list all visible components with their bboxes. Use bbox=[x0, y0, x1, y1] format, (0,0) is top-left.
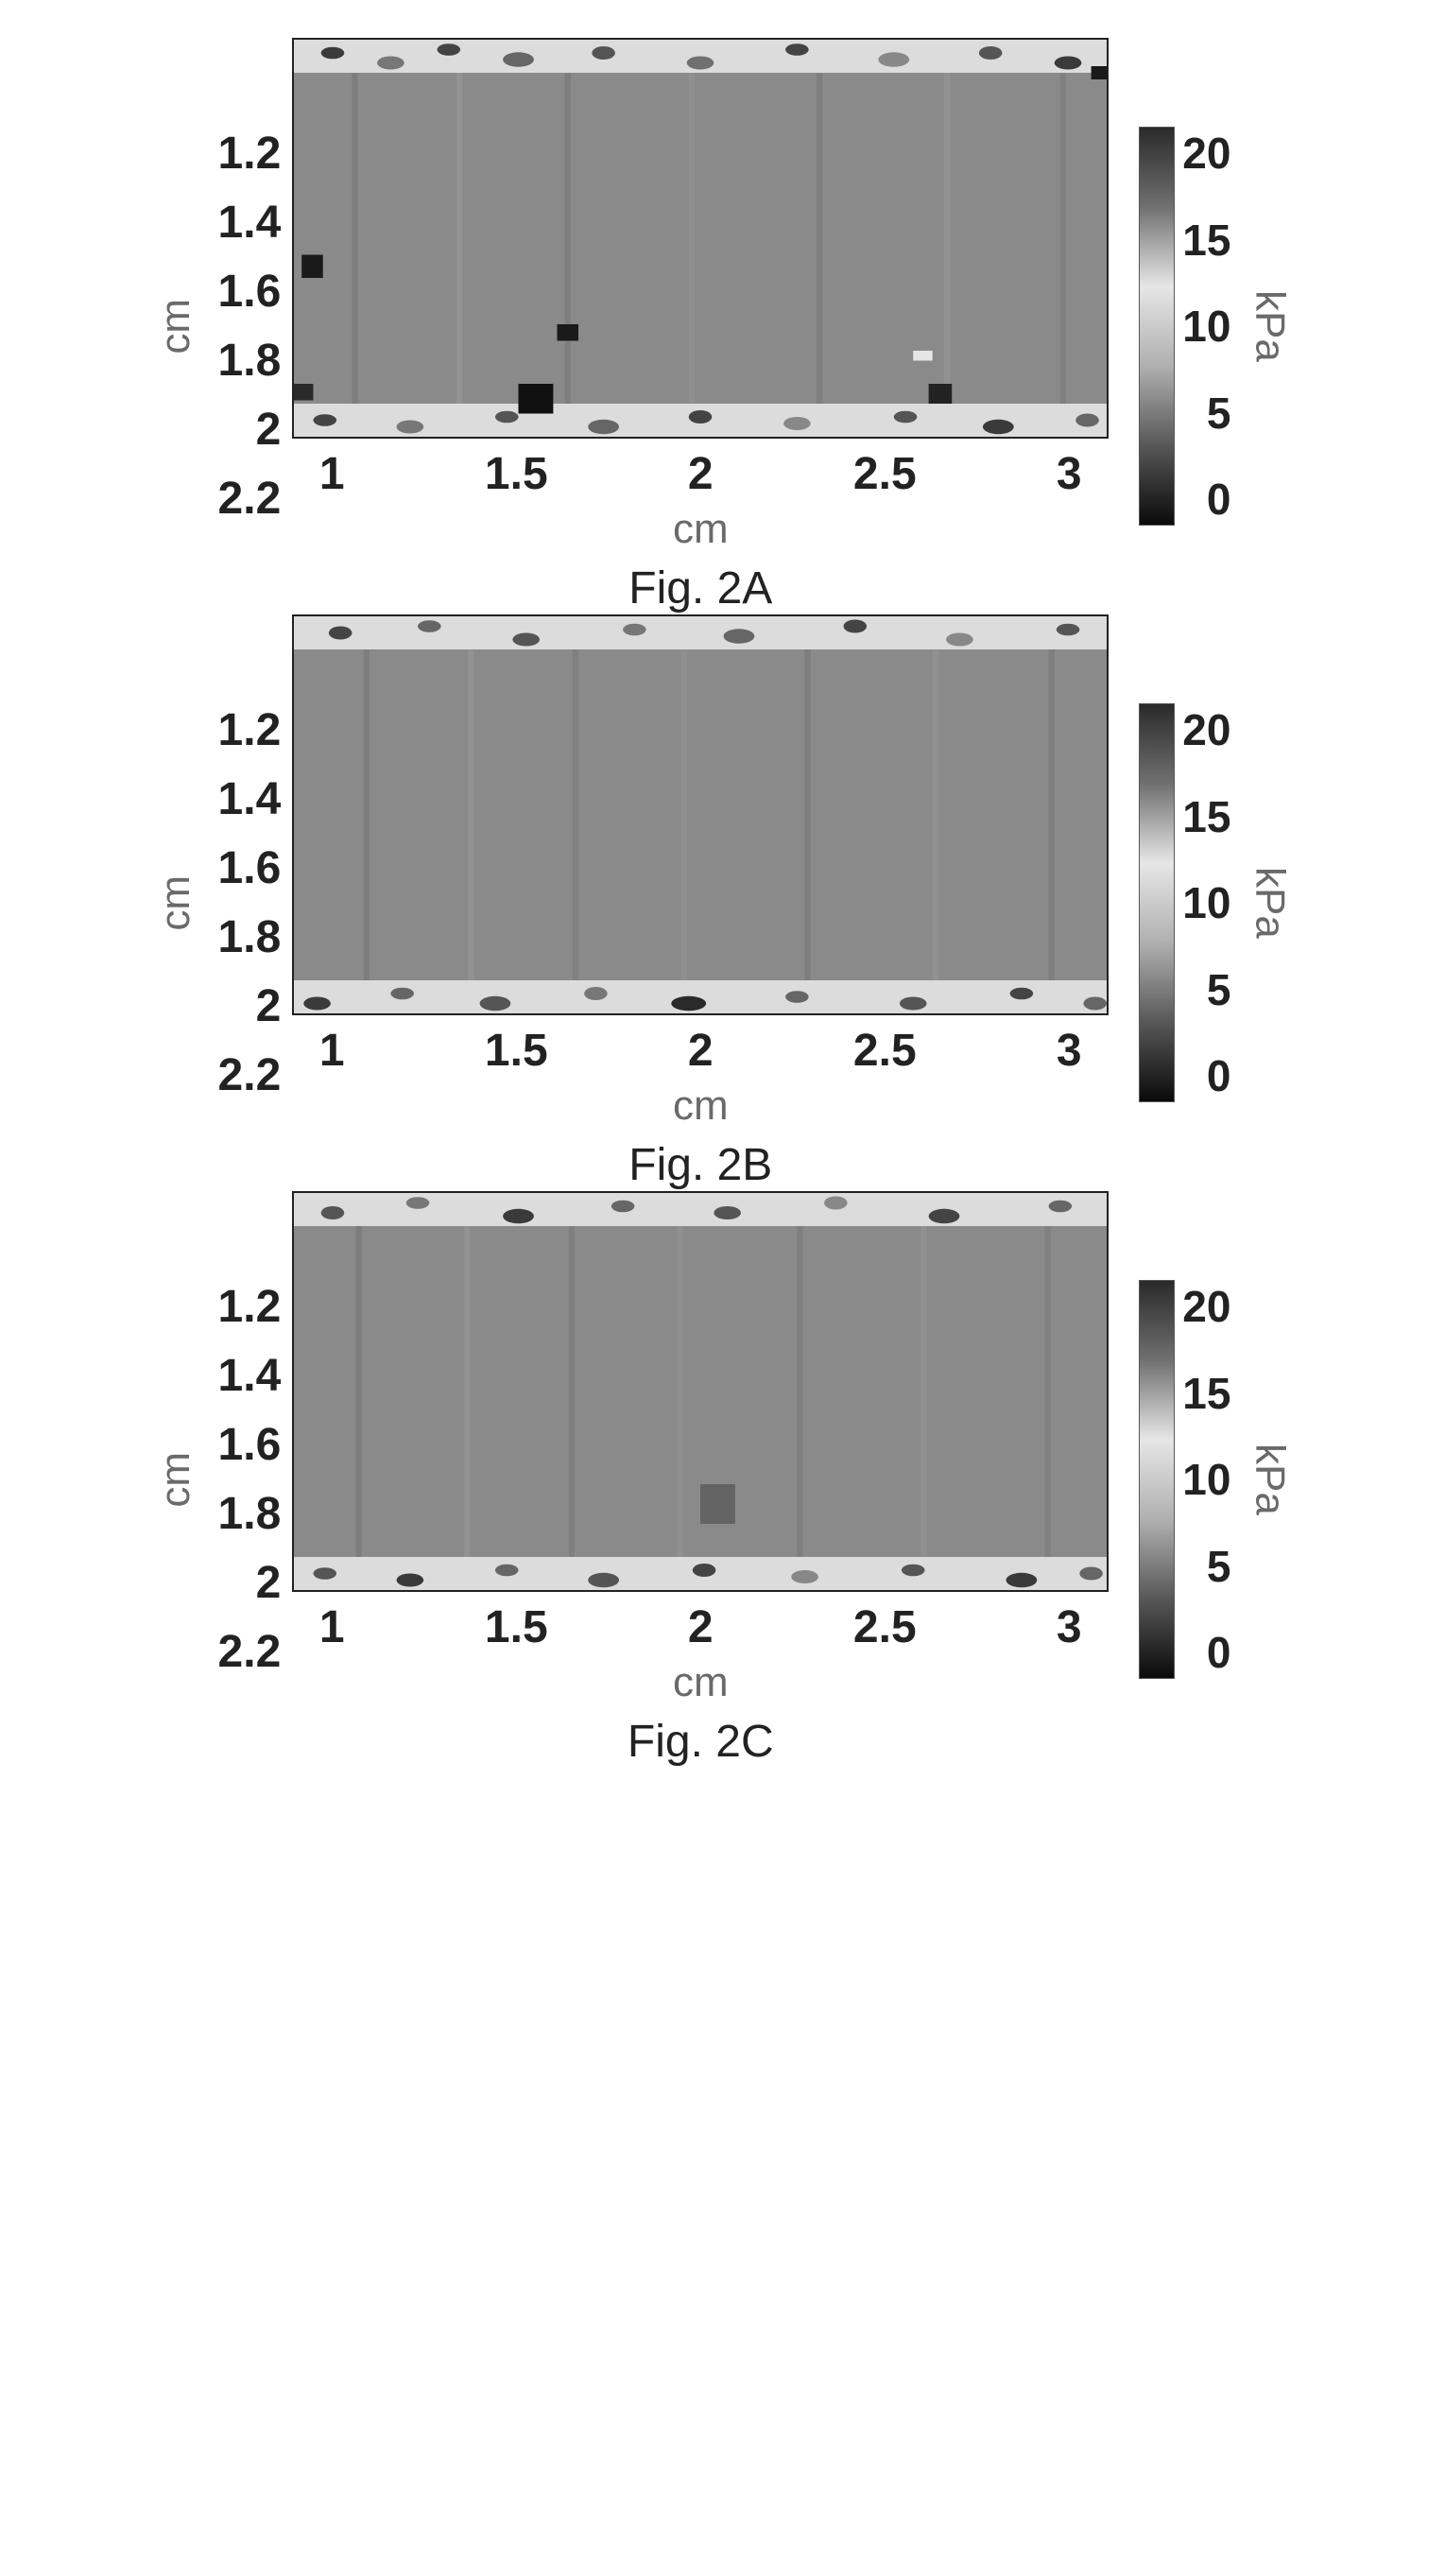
y-tick: 1.4 bbox=[218, 1350, 282, 1402]
colorbar-ticks: 20 15 10 5 0 bbox=[1182, 1281, 1230, 1678]
colorbar-label: kPa bbox=[1246, 1444, 1293, 1515]
x-tick: 3 bbox=[1031, 1025, 1107, 1077]
x-tick: 1 bbox=[294, 1601, 370, 1653]
y-tick: 2 bbox=[256, 980, 282, 1032]
heatmap-svg bbox=[294, 40, 1107, 437]
y-tick: 2.2 bbox=[218, 1049, 282, 1101]
colorbar-tick: 20 bbox=[1182, 704, 1230, 755]
y-tick: 1.4 bbox=[218, 773, 282, 825]
y-tick: 1.2 bbox=[218, 1281, 282, 1333]
x-axis-label: cm bbox=[673, 506, 729, 553]
x-tick: 1 bbox=[294, 448, 370, 500]
x-ticks: 1 1.5 2 2.5 3 bbox=[294, 448, 1107, 500]
x-tick: 1.5 bbox=[478, 448, 554, 500]
x-tick: 1 bbox=[294, 1025, 370, 1077]
colorbar-tick: 20 bbox=[1182, 128, 1230, 179]
y-tick: 2 bbox=[256, 404, 282, 456]
colorbar-tick: 5 bbox=[1207, 1541, 1231, 1592]
x-axis-label: cm bbox=[673, 1082, 729, 1130]
figure-c: cm 1.2 1.4 1.6 1.8 2 2.2 1 1.5 2 2.5 3 cm Fig. 2C… bbox=[152, 1191, 1294, 1768]
y-tick: 1.6 bbox=[218, 1419, 282, 1471]
heatmap-plot bbox=[292, 38, 1109, 439]
colorbar-tick: 10 bbox=[1182, 1454, 1230, 1505]
y-axis-label: cm bbox=[152, 875, 199, 931]
colorbar bbox=[1139, 703, 1175, 1102]
heatmap-svg bbox=[294, 616, 1107, 1013]
colorbar bbox=[1139, 1280, 1175, 1679]
y-axis-label: cm bbox=[152, 1452, 199, 1508]
x-tick: 2 bbox=[662, 448, 738, 500]
x-tick: 1.5 bbox=[478, 1025, 554, 1077]
x-tick: 3 bbox=[1031, 448, 1107, 500]
y-tick: 2.2 bbox=[218, 1626, 282, 1678]
figure-caption: Fig. 2C bbox=[628, 1716, 774, 1768]
x-tick: 3 bbox=[1031, 1601, 1107, 1653]
y-tick: 1.6 bbox=[218, 842, 282, 894]
colorbar-tick: 15 bbox=[1182, 1368, 1230, 1419]
y-ticks: 1.2 1.4 1.6 1.8 2 2.2 bbox=[218, 704, 282, 1101]
colorbar-tick: 0 bbox=[1207, 1627, 1231, 1678]
colorbar-label: kPa bbox=[1246, 290, 1293, 362]
y-tick: 1.8 bbox=[218, 911, 282, 963]
colorbar-ticks: 20 15 10 5 0 bbox=[1182, 704, 1230, 1101]
x-ticks: 1 1.5 2 2.5 3 bbox=[294, 1601, 1107, 1653]
y-ticks: 1.2 1.4 1.6 1.8 2 2.2 bbox=[218, 128, 282, 525]
colorbar-tick: 10 bbox=[1182, 301, 1230, 352]
y-tick: 1.2 bbox=[218, 704, 282, 756]
heatmap-plot bbox=[292, 1191, 1109, 1592]
y-tick: 1.8 bbox=[218, 335, 282, 387]
y-tick: 1.8 bbox=[218, 1488, 282, 1540]
colorbar-tick: 15 bbox=[1182, 791, 1230, 842]
colorbar-ticks: 20 15 10 5 0 bbox=[1182, 128, 1230, 525]
colorbar-tick: 5 bbox=[1207, 388, 1231, 439]
colorbar-tick: 20 bbox=[1182, 1281, 1230, 1332]
figure-b: cm 1.2 1.4 1.6 1.8 2 2.2 1 1.5 2 2.5 3 cm Fig. 2B… bbox=[152, 614, 1294, 1191]
colorbar-tick: 15 bbox=[1182, 215, 1230, 266]
heatmap-svg bbox=[294, 1193, 1107, 1590]
y-tick: 2 bbox=[256, 1557, 282, 1609]
x-tick: 1.5 bbox=[478, 1601, 554, 1653]
y-tick: 1.4 bbox=[218, 197, 282, 249]
figure-a: cm 1.2 1.4 1.6 1.8 2 2.2 1 1.5 2 2.5 3 cm Fig. 2A… bbox=[152, 38, 1294, 614]
y-axis-label: cm bbox=[152, 299, 199, 354]
y-tick: 1.6 bbox=[218, 266, 282, 318]
x-tick: 2 bbox=[662, 1601, 738, 1653]
figure-caption: Fig. 2A bbox=[628, 562, 772, 614]
x-axis-label: cm bbox=[673, 1659, 729, 1706]
colorbar-tick: 0 bbox=[1207, 1050, 1231, 1101]
x-tick: 2 bbox=[662, 1025, 738, 1077]
y-tick: 2.2 bbox=[218, 473, 282, 525]
y-tick: 1.2 bbox=[218, 128, 282, 180]
x-tick: 2.5 bbox=[847, 1601, 922, 1653]
y-ticks: 1.2 1.4 1.6 1.8 2 2.2 bbox=[218, 1281, 282, 1678]
x-tick: 2.5 bbox=[847, 448, 922, 500]
colorbar bbox=[1139, 127, 1175, 526]
x-tick: 2.5 bbox=[847, 1025, 922, 1077]
x-ticks: 1 1.5 2 2.5 3 bbox=[294, 1025, 1107, 1077]
colorbar-tick: 5 bbox=[1207, 964, 1231, 1015]
heatmap-plot bbox=[292, 614, 1109, 1015]
colorbar-tick: 10 bbox=[1182, 877, 1230, 928]
colorbar-tick: 0 bbox=[1207, 474, 1231, 525]
figure-caption: Fig. 2B bbox=[628, 1139, 772, 1191]
colorbar-label: kPa bbox=[1246, 867, 1293, 939]
